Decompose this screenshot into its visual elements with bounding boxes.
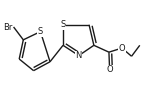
Text: Br: Br — [4, 23, 13, 32]
Text: O: O — [106, 66, 113, 75]
Text: O: O — [119, 44, 125, 53]
Text: S: S — [60, 20, 66, 29]
Text: N: N — [76, 51, 82, 60]
Text: S: S — [38, 27, 43, 36]
